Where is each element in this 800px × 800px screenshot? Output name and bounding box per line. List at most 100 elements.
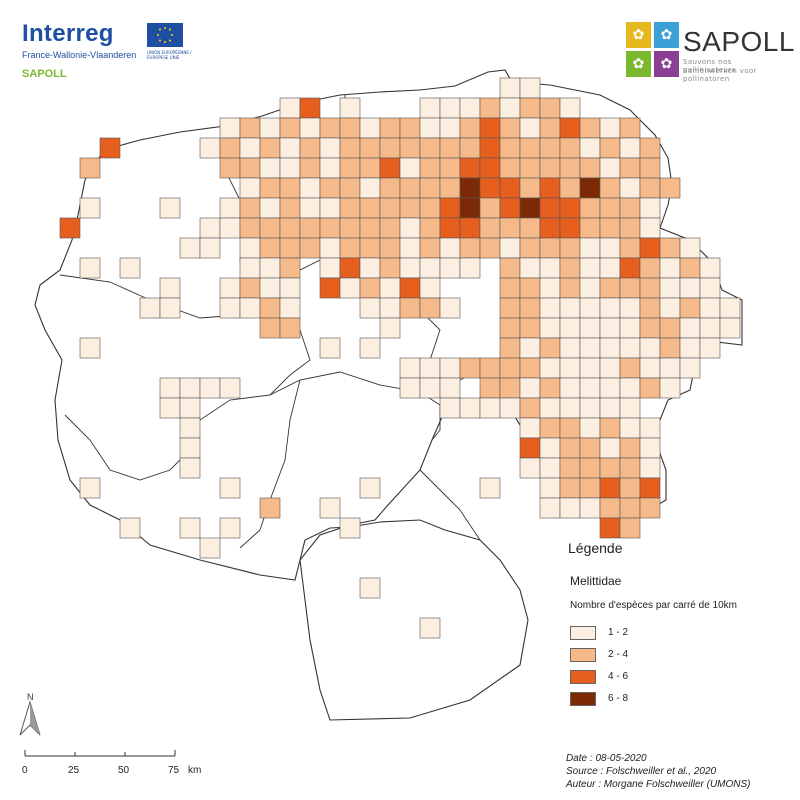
grid-square <box>399 137 421 159</box>
grid-square <box>539 337 561 359</box>
grid-square <box>519 157 541 179</box>
grid-square <box>239 177 261 199</box>
grid-square <box>659 277 681 299</box>
grid-square <box>399 197 421 219</box>
grid-square <box>479 477 501 499</box>
grid-square <box>539 257 561 279</box>
grid-square <box>499 277 521 299</box>
grid-square <box>79 257 101 279</box>
grid-square <box>439 97 461 119</box>
grid-square <box>179 237 201 259</box>
grid-square <box>479 217 501 239</box>
eu-flag-icon <box>147 23 183 47</box>
north-label: N <box>27 692 34 702</box>
grid-square <box>539 157 561 179</box>
grid-square <box>639 337 661 359</box>
grid-square <box>599 117 621 139</box>
grid-square <box>159 197 181 219</box>
grid-square <box>319 277 341 299</box>
grid-square <box>379 177 401 199</box>
grid-square <box>419 217 441 239</box>
grid-square <box>439 117 461 139</box>
grid-square <box>359 477 381 499</box>
grid-square <box>639 457 661 479</box>
grid-square <box>579 457 601 479</box>
grid-square <box>599 317 621 339</box>
grid-square <box>519 357 541 379</box>
grid-square <box>399 177 421 199</box>
grid-square <box>399 357 421 379</box>
grid-square <box>119 257 141 279</box>
grid-square <box>599 177 621 199</box>
grid-square <box>539 497 561 519</box>
grid-square <box>639 317 661 339</box>
grid-square <box>499 77 521 99</box>
grid-square <box>519 277 541 299</box>
grid-square <box>239 297 261 319</box>
legend-item: 2 - 4 <box>570 648 690 664</box>
legend-swatch <box>570 670 596 684</box>
grid-square <box>579 417 601 439</box>
grid-square <box>639 477 661 499</box>
grid-square <box>259 317 281 339</box>
grid-square <box>559 497 581 519</box>
grid-square <box>299 137 321 159</box>
grid-square <box>619 317 641 339</box>
grid-square <box>459 117 481 139</box>
grid-square <box>579 477 601 499</box>
legend: Légende Melittidae Nombre d'espèces par … <box>568 540 788 720</box>
grid-square <box>559 197 581 219</box>
grid-square <box>519 197 541 219</box>
grid-square <box>559 477 581 499</box>
interreg-wordmark: Interreg <box>22 20 114 47</box>
grid-square <box>419 257 441 279</box>
grid-square <box>459 137 481 159</box>
grid-square <box>339 257 361 279</box>
grid-square <box>419 97 441 119</box>
grid-square <box>619 117 641 139</box>
legend-item: 4 - 6 <box>570 670 690 686</box>
grid-square <box>639 417 661 439</box>
grid-square <box>619 357 641 379</box>
grid-square <box>379 277 401 299</box>
grid-square <box>219 117 241 139</box>
grid-square <box>539 237 561 259</box>
grid-square <box>719 297 741 319</box>
grid-square <box>279 157 301 179</box>
grid-square <box>339 117 361 139</box>
grid-square <box>679 317 701 339</box>
grid-square <box>679 357 701 379</box>
grid-square <box>519 297 541 319</box>
grid-square <box>519 417 541 439</box>
grid-square <box>299 97 321 119</box>
grid-square <box>439 177 461 199</box>
grid-square <box>399 117 421 139</box>
scale-label: 75 <box>168 765 180 776</box>
grid-square <box>619 137 641 159</box>
grid-square <box>639 277 661 299</box>
grid-square <box>419 237 441 259</box>
grid-square <box>419 617 441 639</box>
grid-square <box>699 297 721 319</box>
grid-square <box>539 137 561 159</box>
grid-square <box>539 397 561 419</box>
grid-square <box>219 157 241 179</box>
grid-square <box>319 137 341 159</box>
grid-square <box>359 157 381 179</box>
grid-square <box>659 317 681 339</box>
grid-square <box>519 337 541 359</box>
grid-square <box>639 177 661 199</box>
grid-square <box>599 357 621 379</box>
grid-square <box>559 397 581 419</box>
grid-square <box>579 317 601 339</box>
grid-square <box>579 277 601 299</box>
grid-square <box>619 337 641 359</box>
grid-square <box>159 297 181 319</box>
grid-square <box>539 477 561 499</box>
grid-square <box>599 337 621 359</box>
program-name: SAPOLL <box>22 68 67 80</box>
grid-square <box>279 177 301 199</box>
grid-square <box>299 157 321 179</box>
grid-square <box>359 197 381 219</box>
